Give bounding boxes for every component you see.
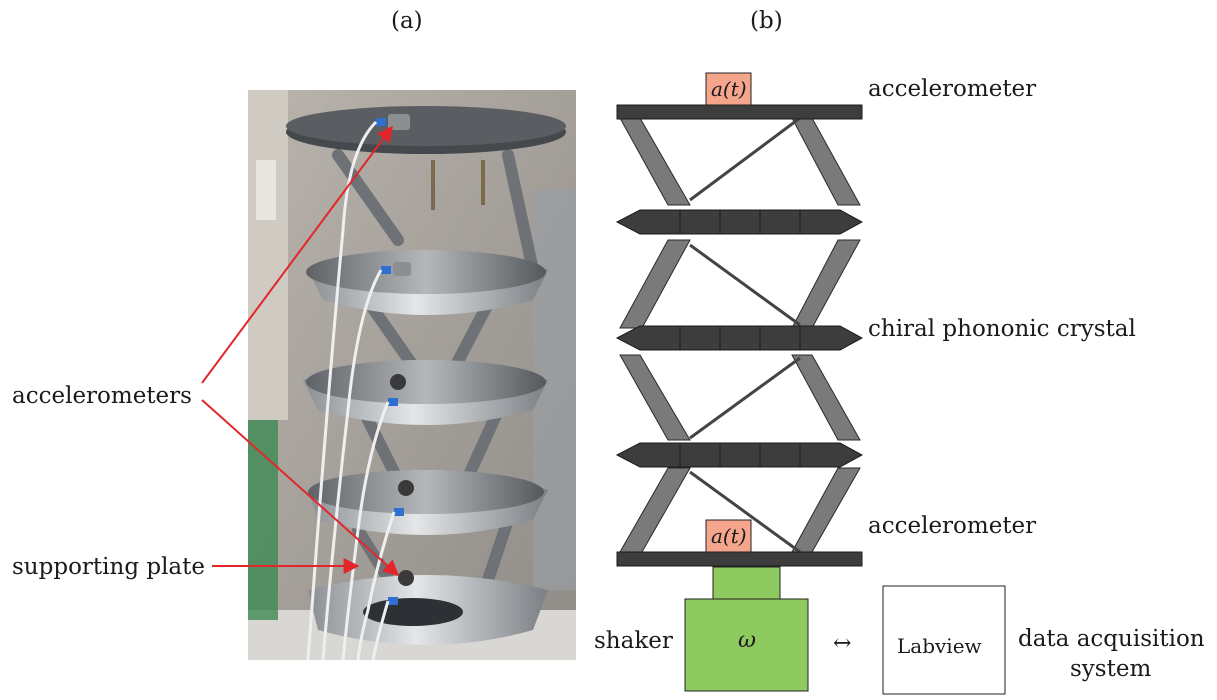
plate-4 <box>617 443 862 467</box>
label-chiral-phononic-crystal: chiral phononic crystal <box>868 318 1136 341</box>
labview-label: Labview <box>897 636 982 656</box>
arrow-to-bottom-accelerometer <box>202 400 398 575</box>
plate-bottom <box>617 552 862 566</box>
plate-top <box>617 105 862 119</box>
label-daq-line1: data acquisition <box>1018 628 1205 651</box>
sensor-bottom-label: a(t) <box>711 526 747 546</box>
shaker-head <box>713 567 780 599</box>
label-daq-line2: system <box>1070 658 1151 681</box>
plate-2 <box>617 210 862 234</box>
chiral-phononic-crystal-schematic <box>617 73 1005 694</box>
omega-symbol: ω <box>738 630 756 652</box>
label-shaker: shaker <box>594 630 673 653</box>
label-supporting-plate: supporting plate <box>12 556 205 579</box>
plate-3 <box>617 326 862 350</box>
arrow-to-top-accelerometer <box>202 127 392 383</box>
bidirectional-arrow: ↔ <box>833 633 851 655</box>
label-accelerometer-top: accelerometer <box>868 78 1036 101</box>
sensor-top-label: a(t) <box>711 79 747 99</box>
label-accelerometers: accelerometers <box>12 385 192 408</box>
label-accelerometer-bottom: accelerometer <box>868 515 1036 538</box>
